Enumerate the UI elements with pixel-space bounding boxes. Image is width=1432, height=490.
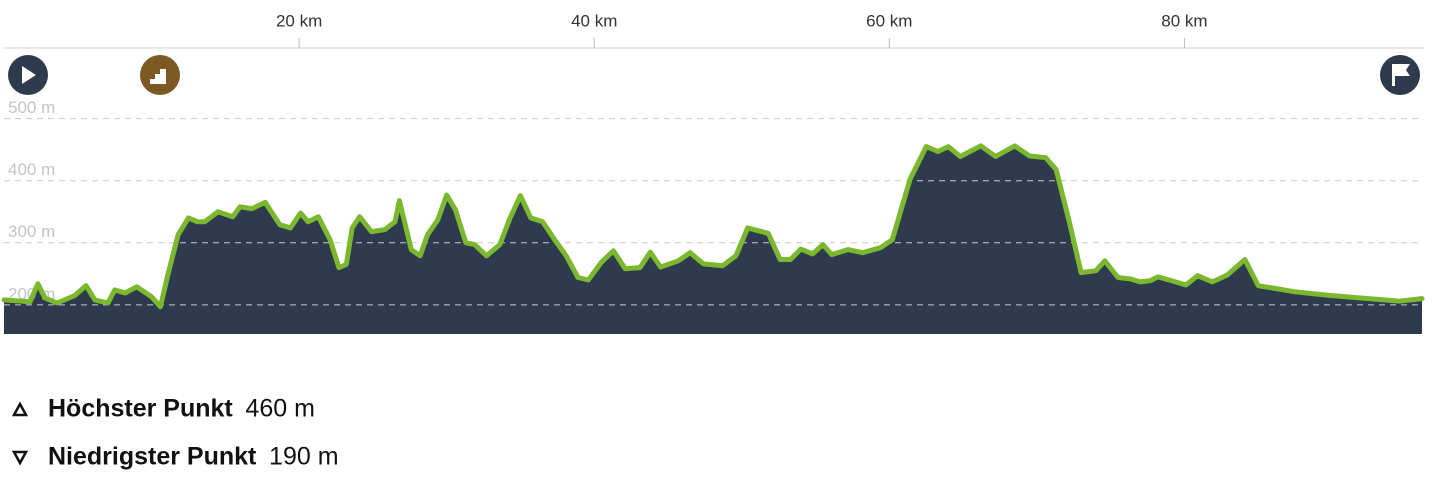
elevation-area (4, 145, 1422, 334)
x-tick-label: 60 km (866, 11, 912, 30)
y-tick-label: 400 m (8, 160, 55, 179)
y-tick-label: 300 m (8, 222, 55, 241)
stat-value: 460 m (245, 395, 314, 423)
x-tick-label: 80 km (1161, 11, 1207, 30)
y-tick-label: 500 m (8, 98, 55, 117)
down-triangle (11, 450, 29, 466)
elevation-line (1, 143, 1425, 310)
stat-label: Niedrigster Punkt (48, 443, 257, 471)
stat-label: Höchster Punkt (48, 395, 233, 423)
up-triangle (11, 401, 29, 417)
stats: Höchster Punkt 460 m Niedrigster Punkt 1… (11, 395, 339, 471)
x-tick-label: 40 km (571, 11, 617, 30)
climb-icon (140, 55, 180, 95)
start-icon (8, 55, 48, 95)
x-tick-label: 20 km (276, 11, 322, 30)
finish-icon (1380, 55, 1420, 95)
stat-value: 190 m (269, 443, 338, 471)
